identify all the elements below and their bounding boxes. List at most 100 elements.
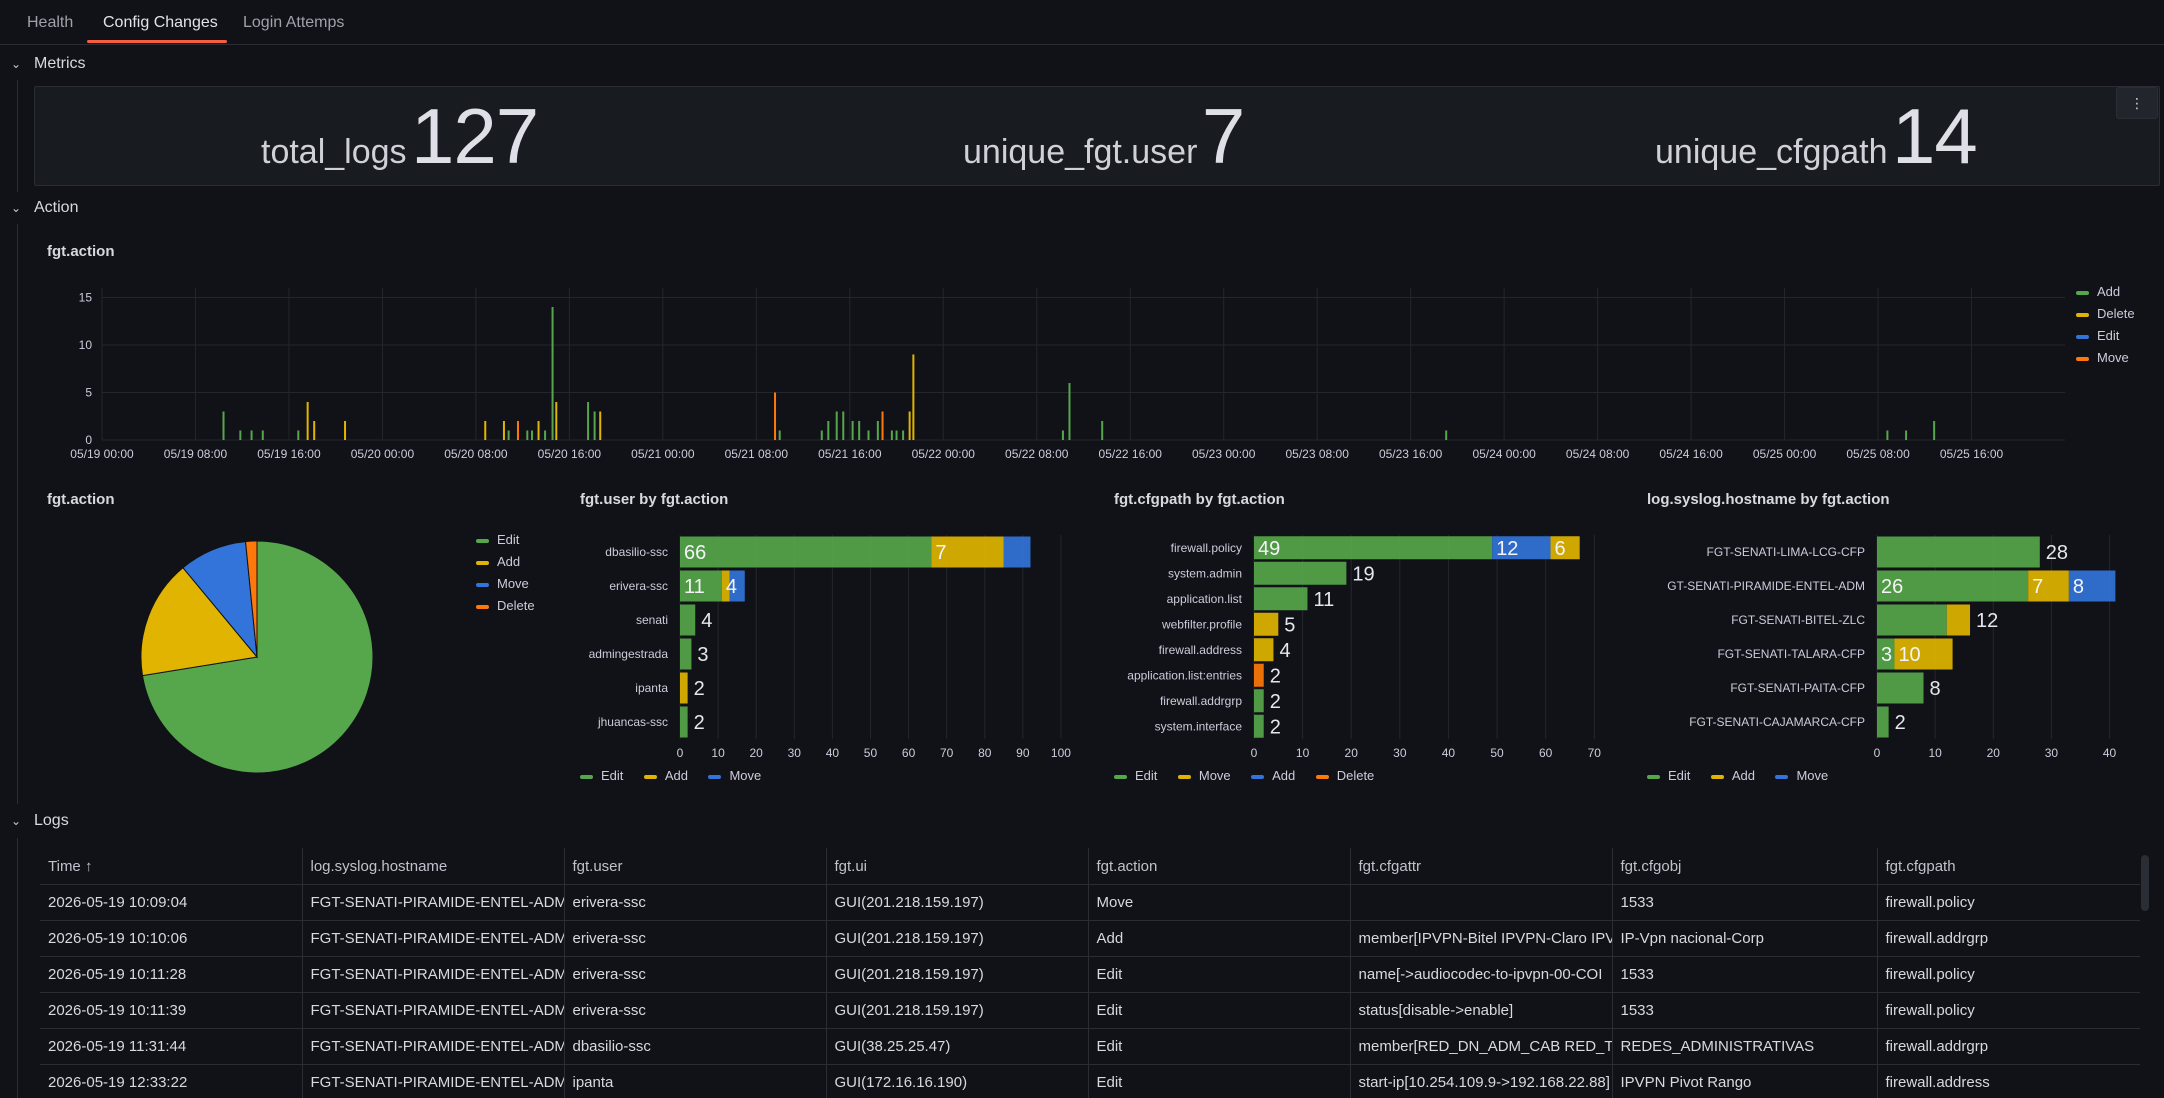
bar-value-label: 4	[1279, 640, 1290, 662]
pie-legend: Edit Add Move Delete	[476, 532, 576, 622]
column-header-user[interactable]: fgt.user	[564, 848, 827, 885]
cfgpath-chart-title: fgt.cfgpath by fgt.action	[1114, 491, 1285, 508]
bar-value-label: 7	[2032, 576, 2043, 598]
row-title-metrics[interactable]: Metrics	[34, 55, 86, 72]
legend-item-edit[interactable]: Edit	[1647, 768, 1690, 783]
tab-health[interactable]: Health	[27, 14, 74, 31]
bar-segment	[1254, 638, 1274, 662]
legend-item-add[interactable]: Add	[643, 768, 688, 783]
column-header-cfgpath[interactable]: fgt.cfgpath	[1877, 848, 2140, 885]
bar-segment	[1877, 570, 2029, 602]
tab-login-attemps[interactable]: Login Attemps	[243, 14, 345, 31]
table-row[interactable]: 2026-05-19 10:11:28 FGT-SENATI-PIRAMIDE-…	[40, 956, 2140, 993]
legend-item-edit[interactable]: Edit	[1114, 768, 1157, 783]
legend-swatch	[1710, 774, 1724, 779]
legend-item-edit[interactable]: Edit	[476, 532, 519, 547]
stat-value: 7	[1201, 92, 1245, 180]
hostname-chart-title: log.syslog.hostname by fgt.action	[1647, 491, 1890, 508]
timeseries-bar	[484, 421, 487, 440]
row-title-action[interactable]: Action	[34, 199, 79, 216]
x-tick-label: 30	[1393, 746, 1407, 760]
timeseries-chart: 0 5 10 15 05/19 00:00 05/19 08:00 05/19 16:00 0…	[70, 288, 2065, 461]
x-tick-label: 05/24 00:00	[1472, 447, 1536, 461]
bar-value-label: 8	[2073, 576, 2084, 598]
timeseries-bar	[908, 411, 911, 440]
bar-value-label: 49	[1258, 538, 1280, 560]
chevron-down-icon[interactable]: ⌄	[11, 57, 22, 71]
bar-segment	[1877, 536, 2040, 568]
column-header-cfgattr[interactable]: fgt.cfgattr	[1350, 848, 1613, 885]
table-scrollbar[interactable]	[2141, 855, 2149, 911]
legend-swatch	[1775, 774, 1789, 779]
chevron-down-icon[interactable]: ⌄	[11, 201, 22, 215]
legend-item-delete[interactable]: Delete	[1315, 768, 1374, 783]
legend-item-edit[interactable]: Edit	[2076, 328, 2119, 343]
legend-swatch	[1114, 774, 1127, 779]
legend-item-add[interactable]: Add	[476, 554, 520, 569]
row-guide-line	[17, 80, 18, 192]
column-header-time[interactable]: Time ↑	[40, 848, 303, 885]
timeseries-bar	[587, 402, 590, 440]
column-header-cfgobj[interactable]: fgt.cfgobj	[1612, 848, 1878, 885]
timeseries-bar	[1905, 430, 1908, 440]
legend-item-move[interactable]: Move	[1775, 768, 1828, 783]
cell-user: erivera-ssc	[564, 884, 827, 921]
timeseries-bar	[222, 411, 225, 440]
cell-cfgattr: start-ip[10.254.109.9->192.168.22.88]	[1350, 1064, 1613, 1098]
category-label: firewall.policy	[1171, 541, 1242, 555]
legend-item-move[interactable]: Move	[2076, 350, 2129, 365]
x-tick-label: 05/20 08:00	[444, 447, 508, 461]
cell-ui: GUI(201.218.159.197)	[826, 884, 1089, 921]
timeseries-title: fgt.action	[47, 243, 115, 260]
legend-item-delete[interactable]: Delete	[2076, 306, 2135, 321]
legend-swatch	[643, 774, 657, 779]
x-tick-label: 05/22 16:00	[1099, 447, 1163, 461]
row-title-logs[interactable]: Logs	[34, 812, 69, 829]
table-row[interactable]: 2026-05-19 10:09:04 FGT-SENATI-PIRAMIDE-…	[40, 884, 2140, 921]
category-label: application.list	[1167, 592, 1243, 606]
y-tick-label: 0	[85, 433, 92, 447]
x-tick-label: 05/25 08:00	[1846, 447, 1910, 461]
legend-label: Edit	[1668, 768, 1691, 783]
x-tick-label: 90	[1016, 746, 1030, 760]
y-tick-label: 10	[79, 338, 93, 352]
legend-item-add[interactable]: Add	[1251, 768, 1295, 783]
bar-segment	[1946, 604, 1971, 636]
bar-segment	[680, 604, 696, 636]
panel-menu-icon[interactable]: ⋮	[2116, 87, 2158, 119]
table-row[interactable]: 2026-05-19 10:10:06 FGT-SENATI-PIRAMIDE-…	[40, 920, 2140, 957]
cell-cfgpath: firewall.policy	[1877, 884, 2140, 921]
bar-segment	[2068, 570, 2116, 602]
x-tick-label: 05/24 16:00	[1659, 447, 1723, 461]
table-row[interactable]: 2026-05-19 11:31:44 FGT-SENATI-PIRAMIDE-…	[40, 1028, 2140, 1065]
cell-action: Edit	[1088, 992, 1351, 1029]
x-tick-label: 05/23 16:00	[1379, 447, 1443, 461]
legend-item-edit[interactable]: Edit	[580, 768, 623, 783]
x-tick-label: 30	[2045, 746, 2059, 760]
legend-item-move[interactable]: Move	[1177, 768, 1231, 783]
stat-value: 14	[1892, 92, 1978, 180]
category-label: ipanta	[635, 681, 668, 695]
chevron-down-icon[interactable]: ⌄	[11, 814, 22, 828]
column-header-hostname[interactable]: log.syslog.hostname	[302, 848, 565, 885]
timeseries-bar	[1068, 383, 1071, 440]
tab-config-changes[interactable]: Config Changes	[103, 14, 218, 31]
column-header-action[interactable]: fgt.action	[1088, 848, 1351, 885]
legend-swatch	[580, 774, 593, 779]
legend-item-move[interactable]: Move	[476, 576, 529, 591]
legend-item-move[interactable]: Move	[708, 768, 761, 783]
x-tick-label: 05/19 08:00	[164, 447, 228, 461]
table-row[interactable]: 2026-05-19 10:11:39 FGT-SENATI-PIRAMIDE-…	[40, 992, 2140, 1029]
bar-value-label: 8	[1930, 678, 1941, 700]
column-header-ui[interactable]: fgt.ui	[826, 848, 1089, 885]
bar-value-label: 4	[726, 576, 737, 598]
table-row[interactable]: 2026-05-19 12:33:22 FGT-SENATI-PIRAMIDE-…	[40, 1064, 2140, 1098]
bar-value-label: 19	[1352, 563, 1374, 585]
legend-label: Delete	[2097, 306, 2135, 321]
legend-item-add[interactable]: Add	[1710, 768, 1755, 783]
timeseries-bar	[551, 307, 554, 440]
legend-item-delete[interactable]: Delete	[476, 598, 535, 613]
cell-time: 2026-05-19 10:09:04	[40, 884, 303, 921]
legend-swatch	[708, 774, 722, 779]
legend-item-add[interactable]: Add	[2076, 284, 2120, 299]
